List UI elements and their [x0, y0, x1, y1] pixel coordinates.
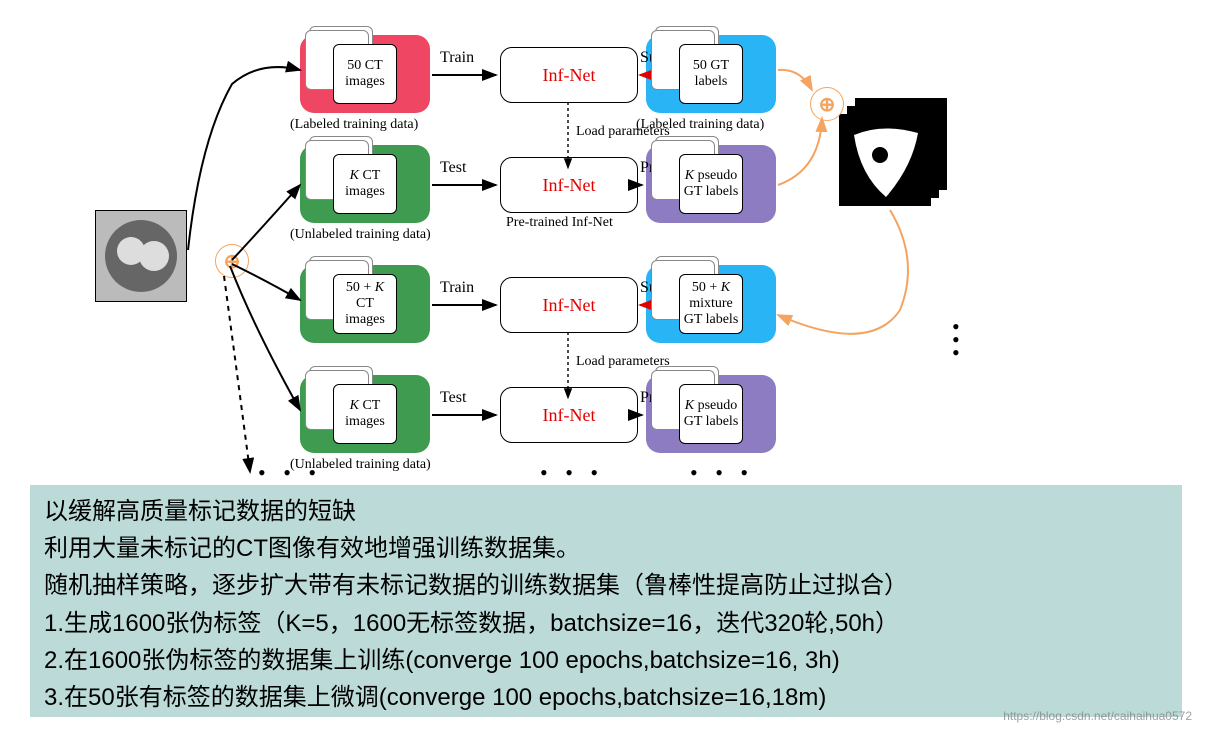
left-cap-0: (Labeled training data) — [290, 117, 418, 133]
notes-textbox: 以缓解高质量标记数据的短缺 利用大量未标记的CT图像有效地增强训练数据集。 随机… — [30, 485, 1182, 717]
note-line: 3.在50张有标签的数据集上微调(converge 100 epochs,bat… — [44, 679, 1168, 716]
note-line: 以缓解高质量标记数据的短缺 — [44, 493, 1168, 530]
left-card-0: 50 CTimages — [300, 35, 430, 113]
diagram-stage: ⊕ ⊕ ••• • • • • • • • • • 50 CTimages(La… — [0, 0, 1212, 478]
right-card-3: K pseudoGT labels — [646, 375, 776, 453]
edge-in-3: Test — [440, 389, 466, 407]
watermark: https://blog.csdn.net/caihaihua0572 — [1003, 709, 1192, 723]
right-card-0: 50 GTlabels — [646, 35, 776, 113]
infnet-cap-1: Pre-trained Inf-Net — [506, 215, 613, 231]
plus-left: ⊕ — [215, 244, 249, 278]
infnet-3: Inf-Net — [500, 387, 638, 443]
right-card-2: 50 + KmixtureGT labels — [646, 265, 776, 343]
left-cap-3: (Unlabeled training data) — [290, 457, 431, 473]
load-params-label: Load parameters — [576, 354, 670, 370]
edge-in-1: Test — [440, 159, 466, 177]
left-card-1: K CTimages — [300, 145, 430, 223]
infnet-2: Inf-Net — [500, 277, 638, 333]
edge-in-0: Train — [440, 49, 474, 67]
left-card-2: 50 + KCTimages — [300, 265, 430, 343]
note-line: 随机抽样策略，逐步扩大带有未标记数据的训练数据集（鲁棒性提高防止过拟合） — [44, 567, 1168, 604]
dots-right: • • • — [690, 460, 754, 486]
edge-in-2: Train — [440, 279, 474, 297]
note-line: 利用大量未标记的CT图像有效地增强训练数据集。 — [44, 530, 1168, 567]
left-card-3: K CTimages — [300, 375, 430, 453]
note-line: 2.在1600张伪标签的数据集上训练(converge 100 epochs,b… — [44, 642, 1168, 679]
infnet-1: Inf-Net — [500, 157, 638, 213]
left-cap-1: (Unlabeled training data) — [290, 227, 431, 243]
right-card-1: K pseudoGT labels — [646, 145, 776, 223]
load-params-label: Load parameters — [576, 124, 670, 140]
note-line: 1.生成1600张伪标签（K=5，1600无标签数据，batchsize=16，… — [44, 605, 1168, 642]
plus-right: ⊕ — [810, 87, 844, 121]
dots-mid: • • • — [540, 460, 604, 486]
output-bw-image-1 — [839, 114, 931, 206]
infnet-0: Inf-Net — [500, 47, 638, 103]
vdots-right: ••• — [952, 320, 960, 360]
input-ct-image — [95, 210, 187, 302]
